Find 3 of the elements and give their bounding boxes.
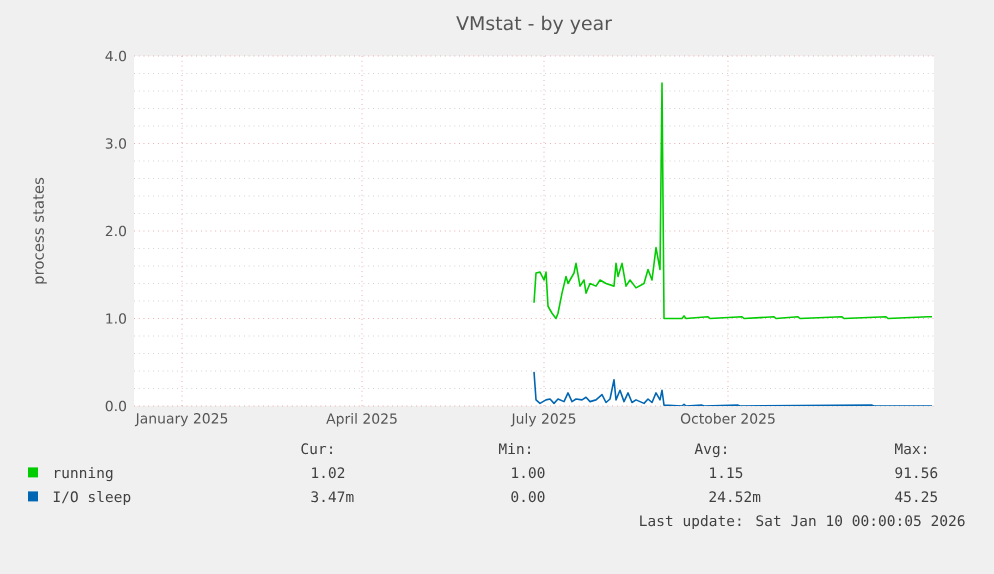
line-series xyxy=(533,371,933,406)
line-series xyxy=(533,82,933,320)
chart-title: VMstat - by year xyxy=(456,15,612,34)
